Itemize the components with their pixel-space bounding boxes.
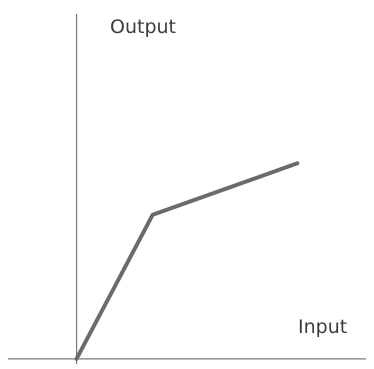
x-axis-label: Input: [298, 316, 347, 338]
series-line: [74, 161, 300, 361]
y-axis-label: Output: [110, 16, 176, 38]
